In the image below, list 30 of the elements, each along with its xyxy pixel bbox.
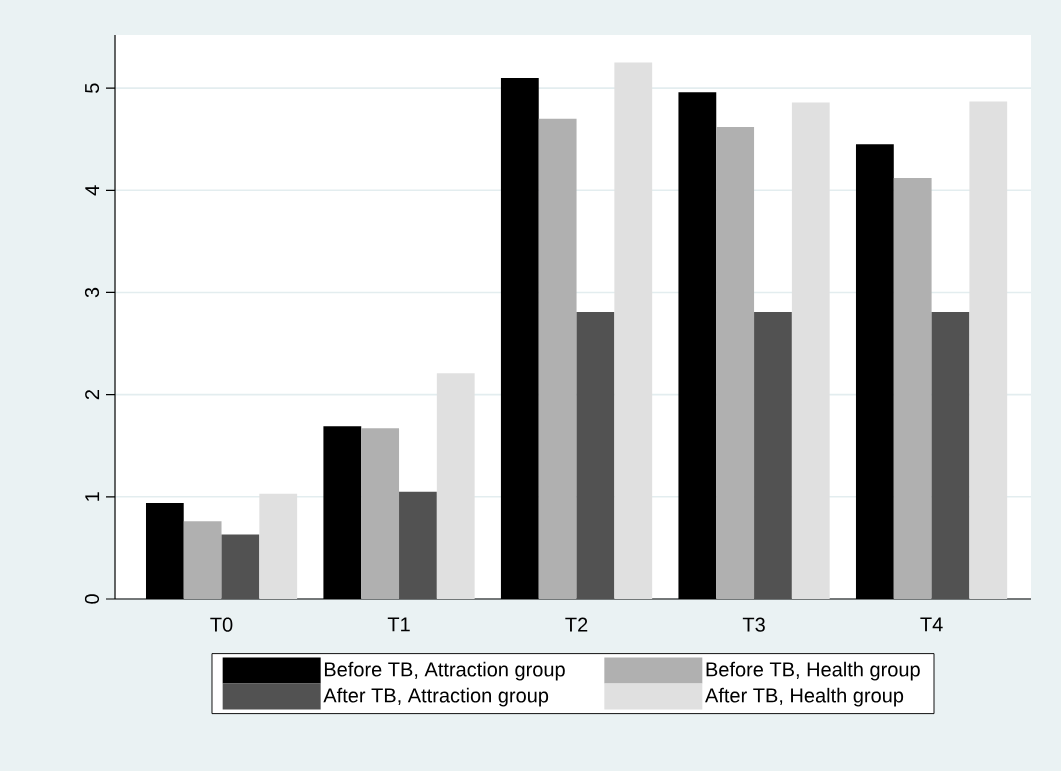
bar [221, 534, 260, 599]
bar [614, 62, 653, 599]
bar [716, 126, 755, 599]
legend-label: After TB, Attraction group [323, 687, 549, 707]
y-tick-label: 5 [85, 83, 100, 93]
bar [969, 101, 1008, 599]
legend-label: Before TB, Health group [706, 661, 920, 681]
bar [893, 178, 932, 599]
bar [361, 428, 400, 599]
x-tick-label: T4 [920, 617, 943, 632]
y-tick-label: 3 [84, 287, 100, 298]
legend-label: After TB, Health group [705, 687, 904, 707]
x-tick-label: T0 [210, 617, 233, 632]
y-tick-label: 0 [84, 594, 100, 604]
bar [931, 311, 970, 599]
bar [183, 521, 222, 599]
x-tick-label: T2 [565, 617, 588, 632]
x-tick-label: T3 [742, 617, 765, 632]
bar [576, 311, 615, 599]
bar [259, 493, 298, 599]
bar [538, 118, 577, 599]
y-tick-label: 1 [85, 492, 100, 501]
bar [754, 311, 792, 599]
bar [399, 491, 437, 599]
legend-label: Before TB, Attraction group [324, 661, 565, 681]
bar [436, 373, 475, 599]
bar [791, 102, 830, 599]
x-tick-label: T1 [387, 617, 410, 632]
y-tick-label: 2 [85, 390, 100, 400]
y-tick-label: 4 [85, 185, 100, 196]
